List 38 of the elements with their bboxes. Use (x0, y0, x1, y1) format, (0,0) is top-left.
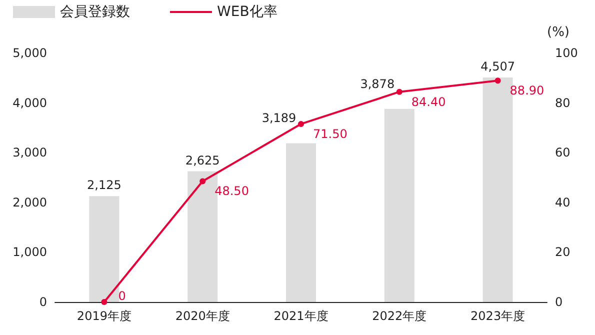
y2-tick-label: 60 (555, 146, 570, 160)
y-tick-label: 2,000 (12, 195, 47, 210)
x-tick-label: 2022年度 (372, 309, 427, 323)
y-tick-label: 1,000 (12, 245, 47, 260)
y2-tick-label: 0 (555, 295, 563, 309)
y-tick-label: 5,000 (12, 46, 47, 60)
y2-tick-label: 20 (555, 245, 570, 260)
data-label: 2,625 (185, 153, 220, 168)
point (298, 120, 304, 127)
x-tick-label: 2021年度 (274, 309, 328, 323)
data-label: 84.40 (411, 94, 446, 109)
x-tick-label: 2020年度 (175, 309, 230, 323)
data-label: 0 (118, 289, 126, 303)
data-label: 2,125 (87, 178, 122, 192)
y-tick-label: 3,000 (12, 146, 47, 160)
point (494, 78, 501, 84)
data-label: 71.50 (313, 126, 348, 141)
bar (89, 196, 120, 302)
data-label: 3,878 (360, 76, 395, 91)
data-label: 48.50 (214, 184, 249, 198)
data-label: 88.90 (510, 84, 544, 98)
x-tick-label: 2019年度 (76, 309, 132, 323)
point (101, 299, 108, 305)
y-tick-label: 4,000 (12, 96, 47, 110)
bar (286, 143, 316, 302)
legend-label: 会員登録数 (60, 4, 130, 20)
y2-tick-label: 80 (555, 96, 570, 110)
y2-axis-title: (%) (547, 25, 570, 40)
x-tick-label: 2023年度 (470, 309, 526, 323)
point (396, 88, 402, 95)
y2-tick-label: 100 (555, 46, 578, 60)
point (200, 178, 206, 184)
data-label: 4,507 (480, 60, 515, 74)
legend-label: WEB化率 (217, 4, 278, 20)
y-tick-label: 0 (39, 295, 47, 309)
data-label: 3,189 (262, 111, 296, 126)
bar (384, 108, 414, 302)
y2-tick-label: 40 (555, 195, 570, 210)
